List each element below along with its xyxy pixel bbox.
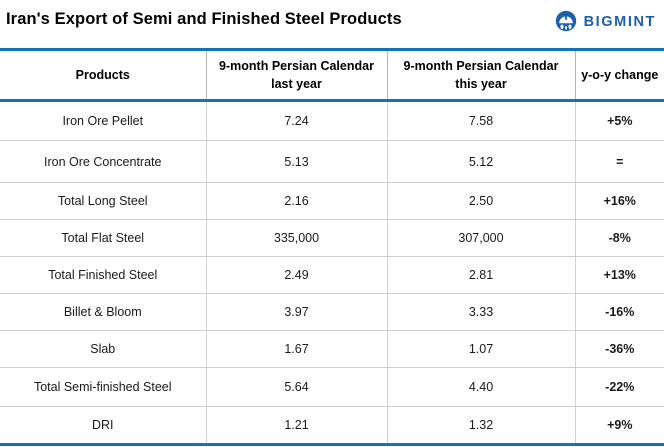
this-year-cell: 7.58 (386, 100, 575, 141)
yoy-cell: +5% (574, 100, 664, 141)
this-year-cell: 4.40 (386, 367, 575, 407)
this-year-cell: 2.50 (386, 182, 575, 220)
last-year-cell: 5.13 (205, 140, 387, 183)
yoy-cell: = (574, 140, 664, 183)
product-cell: Total Semi-finished Steel (33, 380, 172, 394)
table-row: Total Semi-finished Steel 5.64 4.40 -22% (0, 367, 664, 407)
topbar: Iran's Export of Semi and Finished Steel… (0, 0, 664, 40)
yoy-cell: -8% (574, 219, 664, 257)
table-row: Total Flat Steel 335,000 307,000 -8% (0, 219, 664, 257)
this-year-cell: 2.81 (386, 256, 575, 294)
last-year-cell: 2.16 (205, 182, 387, 220)
yoy-cell: +9% (574, 406, 664, 445)
yoy-cell: +16% (574, 182, 664, 220)
this-year-cell: 1.07 (386, 330, 575, 368)
yoy-cell: -16% (574, 293, 664, 331)
table-row: Iron Ore Pellet 7.24 7.58 +5% (0, 100, 664, 141)
table-row: Billet & Bloom 3.97 3.33 -16% (0, 293, 664, 331)
col-header-last-year: 9-month Persian Calendar last year (205, 49, 387, 101)
yoy-cell: -36% (574, 330, 664, 368)
last-year-cell: 1.67 (205, 330, 387, 368)
brand-name: BIGMINT (583, 14, 656, 30)
steel-export-table: Products 9-month Persian Calendar last y… (0, 48, 664, 446)
page-title: Iran's Export of Semi and Finished Steel… (6, 10, 402, 28)
table-row: Slab 1.67 1.07 -36% (0, 330, 664, 368)
this-year-cell: 5.12 (386, 140, 575, 183)
product-cell: Total Finished Steel (48, 268, 158, 282)
bigmint-logo: BIGMINT (554, 8, 658, 34)
product-cell: Total Long Steel (57, 194, 148, 208)
last-year-cell: 1.21 (205, 406, 387, 445)
bigmint-helmet-icon (555, 10, 576, 32)
table-row: Total Finished Steel 2.49 2.81 +13% (0, 256, 664, 294)
last-year-cell: 3.97 (205, 293, 387, 331)
yoy-cell: -22% (574, 367, 664, 407)
last-year-cell: 5.64 (205, 367, 387, 407)
product-cell: Total Flat Steel (61, 231, 145, 245)
col-header-this-year: 9-month Persian Calendar this year (386, 49, 575, 101)
product-cell: Iron Ore Concentrate (44, 154, 162, 169)
table-row: Total Long Steel 2.16 2.50 +16% (0, 182, 664, 220)
last-year-cell: 2.49 (205, 256, 387, 294)
product-cell: Billet & Bloom (63, 305, 142, 319)
last-year-cell: 7.24 (205, 100, 387, 141)
last-year-cell: 335,000 (205, 219, 387, 257)
table-row: Iron Ore Concentrate 5.13 5.12 = (0, 140, 664, 183)
product-cell: Iron Ore Pellet (62, 114, 144, 128)
this-year-cell: 307,000 (386, 219, 575, 257)
col-header-yoy-change: y-o-y change (574, 49, 664, 101)
header-row: Products 9-month Persian Calendar last y… (0, 49, 664, 101)
product-cell: Slab (90, 342, 116, 356)
product-cell: DRI (91, 418, 114, 432)
this-year-cell: 1.32 (386, 406, 575, 445)
yoy-cell: +13% (574, 256, 664, 294)
this-year-cell: 3.33 (386, 293, 575, 331)
col-header-products: Products (75, 68, 130, 82)
table-row: DRI 1.21 1.32 +9% (0, 406, 664, 445)
